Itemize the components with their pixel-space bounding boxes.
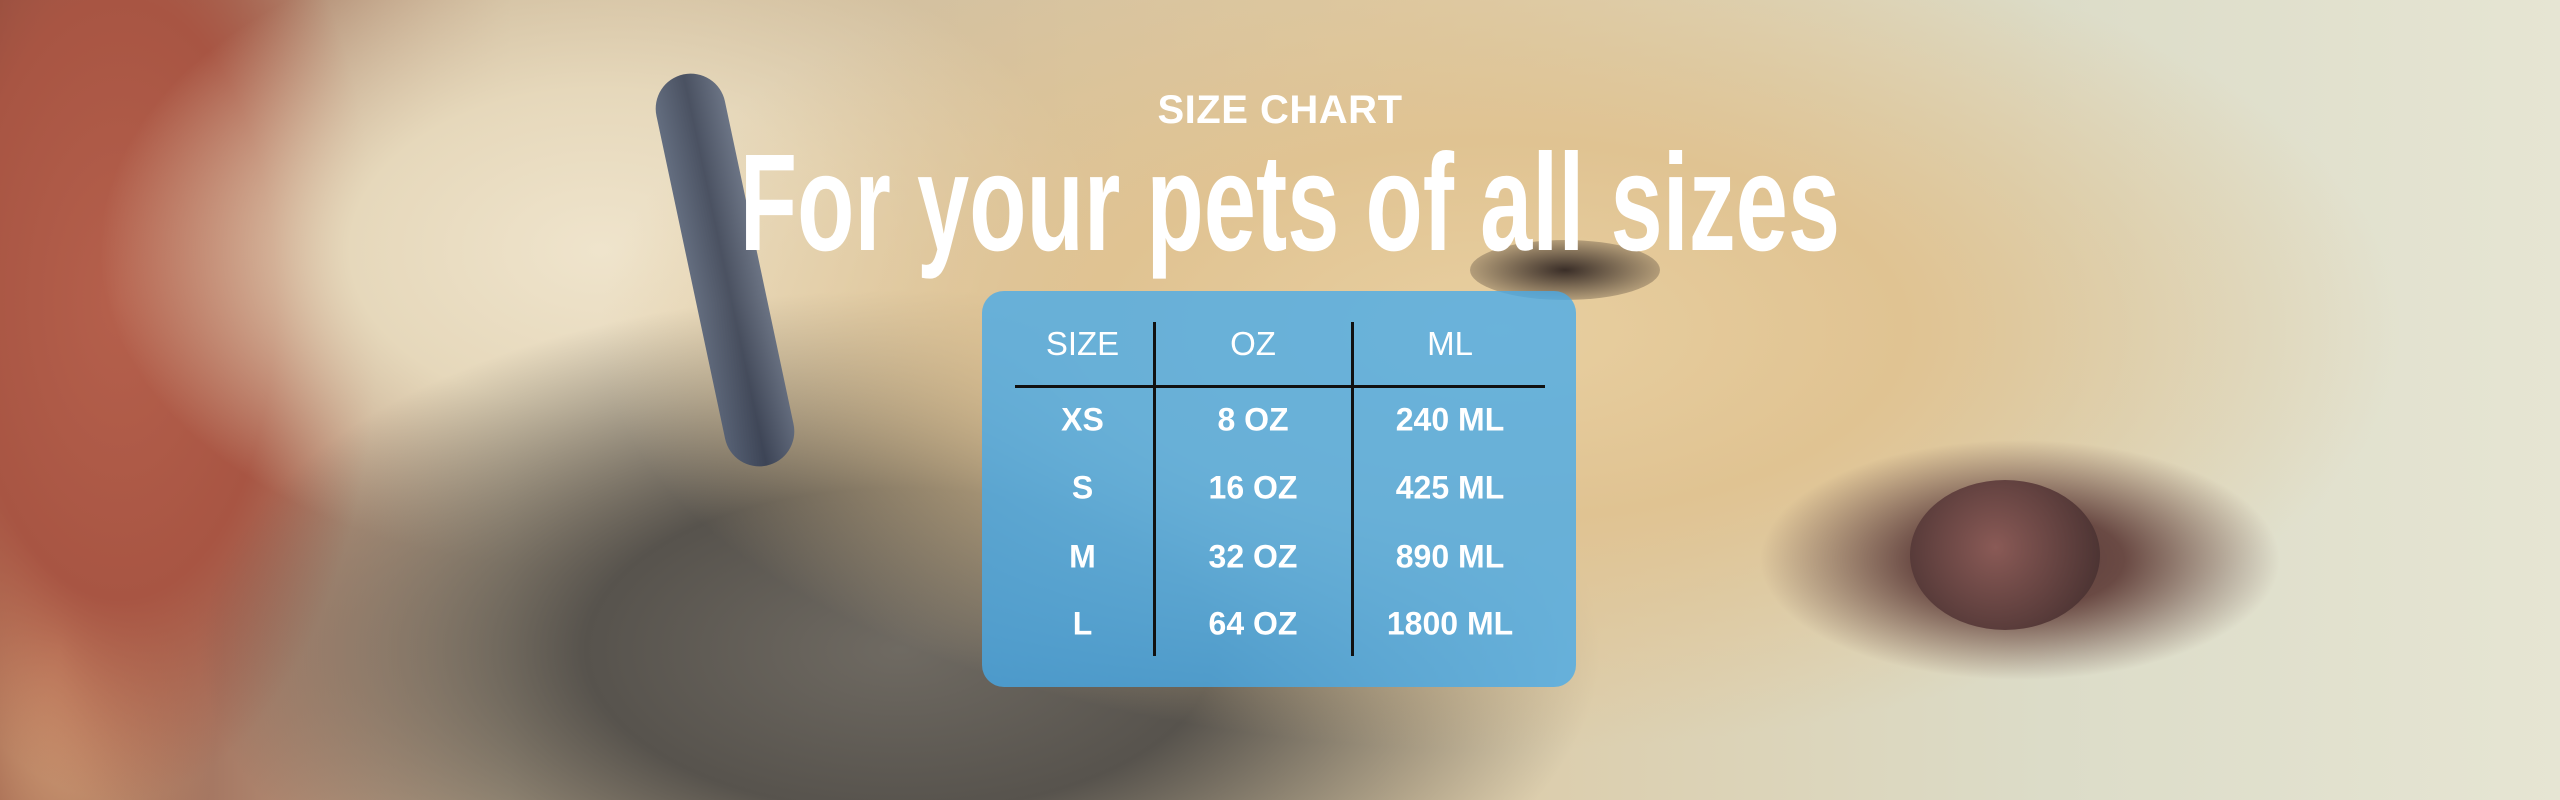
size-chart-table: [982, 291, 1576, 687]
cell-size: XS: [1061, 401, 1104, 438]
cell-oz: 64 OZ: [1208, 605, 1298, 642]
cell-size: S: [1071, 469, 1094, 506]
cell-ml: 425 ML: [1395, 469, 1505, 506]
header-divider: [1015, 385, 1545, 388]
cell-ml: 240 ML: [1395, 401, 1505, 438]
dog-nose: [1910, 480, 2100, 630]
page-title: For your pets of all sizes: [739, 126, 1841, 280]
cell-ml: 890 ML: [1395, 538, 1505, 575]
cell-size: L: [1072, 605, 1093, 642]
header-ml: ML: [1427, 325, 1473, 362]
cell-oz: 8 OZ: [1217, 401, 1289, 438]
column-divider: [1153, 322, 1156, 656]
dog-eye: [1470, 240, 1660, 300]
cell-oz: 32 OZ: [1208, 538, 1298, 575]
column-divider: [1351, 322, 1354, 656]
cell-oz: 16 OZ: [1208, 469, 1298, 506]
header-oz: OZ: [1230, 325, 1276, 362]
cell-ml: 1800 ML: [1386, 605, 1514, 642]
header-size: SIZE: [1045, 325, 1120, 362]
section-kicker: SIZE CHART: [1157, 88, 1403, 132]
cell-size: M: [1069, 538, 1096, 575]
